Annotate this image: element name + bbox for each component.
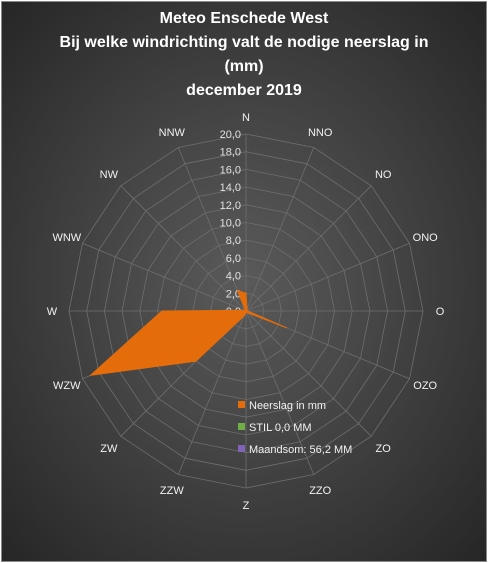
direction-label-w: W [47, 306, 58, 318]
radial-axis-ticks: 0,02,04,06,08,010,012,014,016,018,020,0 [220, 129, 241, 318]
grid-spoke [245, 185, 372, 312]
direction-label-nw: NW [100, 169, 119, 181]
tick-label: 4,0 [226, 271, 241, 283]
legend-entry: STIL 0,0 MM [249, 422, 312, 434]
grid-spoke [245, 310, 372, 437]
legend-entry: Maandsom: 56,2 MM [249, 444, 352, 456]
direction-label-zo: ZO [376, 443, 392, 455]
direction-label-zzo: ZZO [309, 485, 331, 497]
legend-entry: Neerslag in mm [249, 400, 326, 412]
chart-title-line-2: Bij welke windrichting valt de nodige ne… [59, 34, 429, 51]
tick-label: 18,0 [220, 147, 241, 159]
tick-label: 20,0 [220, 129, 241, 141]
tick-label: 8,0 [226, 235, 241, 247]
tick-label: 6,0 [226, 253, 241, 265]
direction-label-zzw: ZZW [160, 485, 184, 497]
grid-spoke [120, 185, 247, 312]
legend-swatch [238, 401, 245, 408]
series-area-0 [89, 289, 288, 377]
direction-label-o: O [436, 306, 445, 318]
tick-label: 12,0 [220, 200, 241, 212]
direction-label-z: Z [243, 500, 250, 512]
direction-labels: N NNO NO ONO O OZO ZO ZZO Z ZZW ZW WZW W WNW NW NNW [47, 112, 445, 512]
direction-label-n: N [242, 112, 250, 124]
grid-spoke [245, 147, 315, 312]
tick-label: 2,0 [226, 288, 241, 300]
tick-label: 10,0 [220, 218, 241, 230]
grid-spoke [177, 310, 247, 475]
grid-spoke [82, 242, 247, 312]
grid-spoke [177, 147, 247, 312]
radar-grid [68, 133, 424, 489]
legend-swatch [238, 423, 245, 430]
grid-spoke [245, 310, 315, 475]
legend-swatch [238, 445, 245, 452]
series-layer [89, 289, 288, 377]
tick-label: 14,0 [220, 182, 241, 194]
chart-title-line-1: Meteo Enschede West [159, 10, 329, 27]
direction-label-no: NO [375, 169, 392, 181]
grid-spoke [245, 242, 410, 312]
direction-label-wnw: WNW [52, 232, 81, 244]
direction-label-ozo: OZO [413, 380, 437, 392]
direction-label-ono: ONO [413, 232, 439, 244]
tick-label: 16,0 [220, 164, 241, 176]
direction-label-nnw: NNW [159, 127, 186, 139]
chart-title-line-3: (mm) [224, 58, 264, 75]
direction-label-nno: NNO [308, 127, 333, 139]
legend: Neerslag in mm STIL 0,0 MM Maandsom: 56,2 … [238, 400, 352, 456]
direction-label-wzw: WZW [53, 380, 81, 392]
chart-title-line-4: december 2019 [186, 82, 302, 99]
direction-label-zw: ZW [100, 443, 118, 455]
